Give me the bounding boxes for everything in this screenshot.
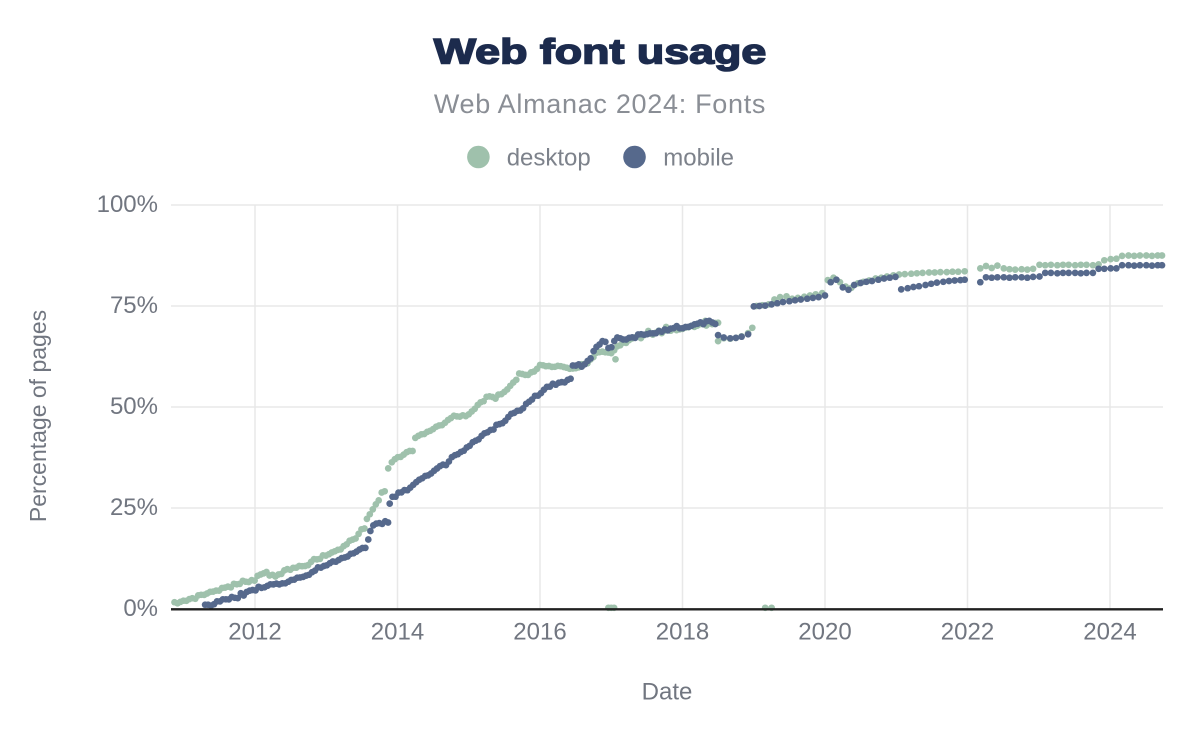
svg-text:100%: 100% bbox=[97, 191, 158, 218]
svg-text:Web Almanac 2024: Fonts: Web Almanac 2024: Fonts bbox=[434, 89, 766, 119]
svg-text:2018: 2018 bbox=[656, 619, 709, 646]
svg-text:2022: 2022 bbox=[941, 619, 994, 646]
svg-text:2014: 2014 bbox=[371, 619, 424, 646]
svg-text:2016: 2016 bbox=[513, 619, 566, 646]
svg-text:0%: 0% bbox=[123, 595, 158, 622]
svg-text:50%: 50% bbox=[110, 393, 158, 420]
svg-text:2024: 2024 bbox=[1083, 619, 1136, 646]
svg-text:mobile: mobile bbox=[663, 145, 734, 172]
svg-text:2012: 2012 bbox=[228, 619, 281, 646]
svg-text:2020: 2020 bbox=[798, 619, 851, 646]
svg-text:75%: 75% bbox=[110, 292, 158, 319]
svg-text:Date: Date bbox=[642, 679, 693, 706]
svg-text:Web font usage: Web font usage bbox=[434, 32, 767, 71]
svg-text:desktop: desktop bbox=[507, 145, 591, 172]
svg-text:25%: 25% bbox=[110, 494, 158, 521]
svg-text:Percentage of pages: Percentage of pages bbox=[25, 310, 51, 522]
